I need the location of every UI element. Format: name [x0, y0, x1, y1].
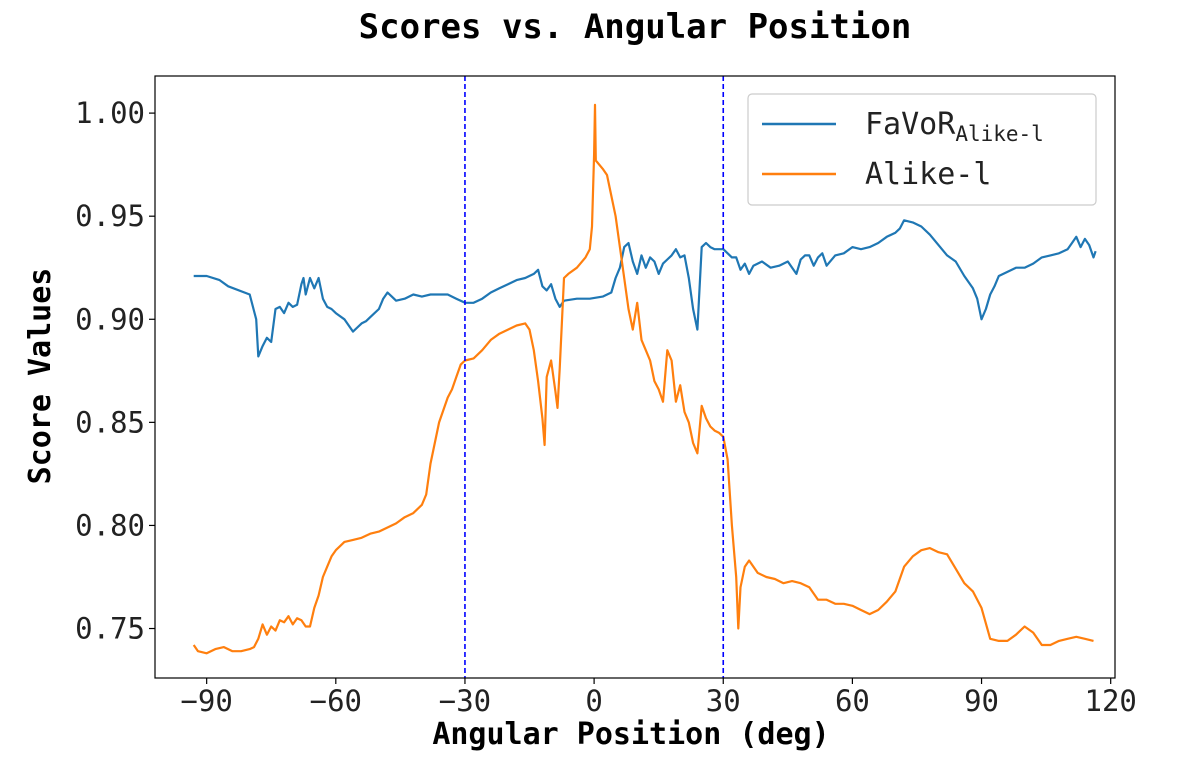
x-tick-label: 90: [964, 684, 999, 718]
plot-area: −90 −60 −30 0 30 60 90 120 0.75 0.80 0.85 0.90 0.95 1…: [75, 75, 1137, 718]
legend-label-subscript: Alike-l: [955, 122, 1044, 146]
series-line-favor: [193, 219, 1097, 358]
y-tick-label: 0.90: [75, 302, 145, 336]
series-line-alike: [192, 103, 1094, 655]
x-tick-label: −90: [180, 684, 232, 718]
x-tick-label: −60: [310, 684, 362, 718]
x-tick-label: 120: [1084, 684, 1136, 718]
legend-box: [747, 93, 1097, 206]
x-tick-label: 60: [835, 684, 870, 718]
legend-label-alike: Alike-l: [865, 157, 991, 192]
y-axis-label: Score Values: [23, 268, 58, 485]
y-tick-label: 0.80: [75, 508, 145, 542]
y-tick-label: 0.75: [75, 612, 145, 646]
x-tick-label: 0: [585, 684, 602, 718]
x-tick-label: −30: [439, 684, 491, 718]
y-tick-label: 0.85: [75, 405, 145, 439]
x-axis-label: Angular Position (deg): [432, 717, 829, 752]
y-tick-label: 0.95: [75, 199, 145, 233]
y-tick-label: 1.00: [75, 96, 145, 130]
plot-frame: [154, 75, 1116, 679]
x-tick-label: 30: [706, 684, 741, 718]
chart-title: Scores vs. Angular Position: [359, 7, 912, 47]
